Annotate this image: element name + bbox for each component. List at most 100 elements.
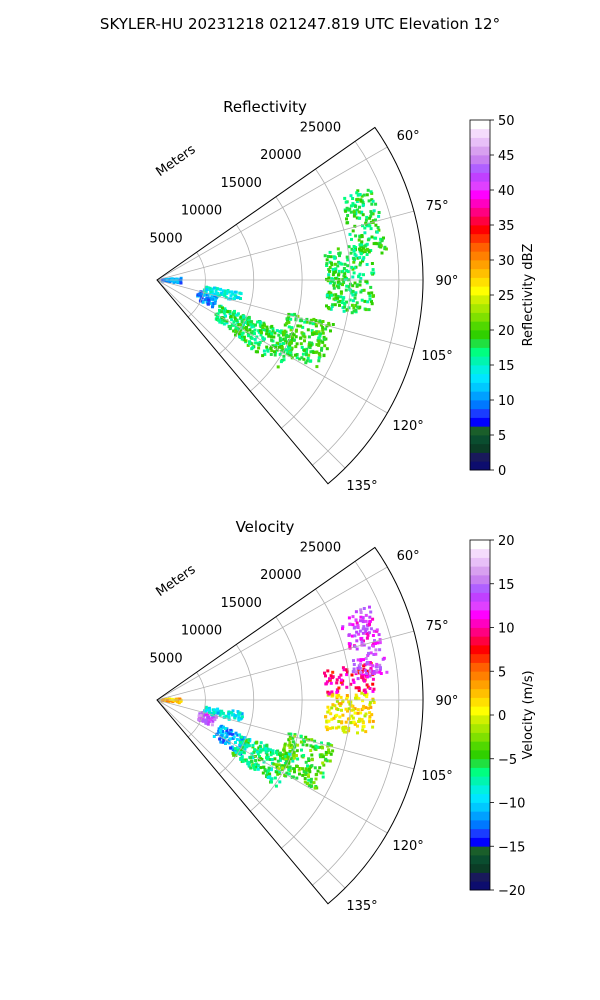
radar-gate (208, 708, 212, 712)
radar-gate (370, 191, 374, 195)
radar-gate (348, 645, 352, 648)
radar-gate (374, 648, 378, 652)
radar-gate (344, 200, 348, 204)
colorbar-segment (470, 680, 490, 690)
radar-gate (314, 319, 318, 322)
radar-gate (276, 342, 279, 346)
radar-gate (341, 713, 345, 717)
colorbar-segment (470, 347, 490, 357)
radar-gate (272, 762, 276, 766)
radar-gate (213, 718, 217, 722)
radar-gate (232, 753, 236, 757)
range-ring (250, 616, 303, 812)
radar-gate (315, 332, 318, 336)
radar-gate (225, 735, 229, 738)
colorbar-segment (470, 636, 490, 646)
radar-gate (292, 756, 296, 760)
radar-gate (221, 306, 224, 310)
radar-gate (349, 721, 353, 725)
radar-gate (345, 673, 349, 677)
radar-gate (370, 713, 374, 717)
radar-gate (342, 281, 346, 284)
radar-gate (339, 680, 343, 684)
colorbar-segment (470, 330, 490, 340)
radar-gate (354, 304, 358, 307)
radar-gate (244, 327, 248, 331)
radar-gate (252, 766, 256, 770)
radar-gate (258, 320, 262, 324)
radar-gate (282, 748, 286, 752)
radar-gate (363, 231, 367, 235)
radar-gate (360, 210, 364, 214)
radar-gate (368, 701, 372, 705)
radar-gate (334, 296, 338, 300)
radar-gate (325, 293, 329, 297)
radar-gate (241, 331, 245, 335)
colorbar-segment (470, 811, 490, 821)
radar-gate (226, 290, 230, 294)
radar-gate (319, 755, 322, 759)
radar-gate (345, 284, 349, 288)
radar-gate (253, 748, 257, 752)
radar-gate (253, 337, 257, 341)
azimuth-tick-label: 60° (397, 549, 420, 564)
radar-gate (271, 327, 275, 331)
radar-gate (248, 342, 251, 346)
radar-gate (332, 297, 336, 301)
radar-gate (274, 344, 278, 348)
radar-gate (320, 741, 323, 745)
radar-gate (350, 291, 354, 295)
radar-gate (339, 678, 343, 682)
colorbar-segment (470, 557, 490, 567)
radar-gate (316, 769, 320, 773)
radar-gate (172, 279, 176, 283)
radar-gate (278, 758, 282, 762)
radar-gate (345, 685, 349, 689)
radar-gate (334, 267, 338, 271)
colorbar-segment (470, 190, 490, 200)
radar-gate (283, 774, 287, 777)
radar-gate (285, 771, 289, 775)
radar-gate (239, 332, 243, 336)
colorbar-segment (470, 461, 490, 471)
radar-gate (325, 680, 329, 684)
radar-gate (283, 764, 287, 768)
radar-gate (282, 753, 285, 757)
radar-gate (295, 342, 299, 346)
radar-gate (313, 747, 317, 751)
colorbar-segment (470, 312, 490, 322)
radar-gate (353, 281, 357, 285)
radar-gate (242, 335, 246, 339)
radar-gate (303, 777, 307, 780)
radar-gate (234, 753, 238, 757)
radar-gate (341, 298, 345, 302)
radar-gate (282, 332, 286, 336)
azimuth-line (156, 279, 388, 414)
radar-gate (303, 339, 306, 343)
colorbar-segment (470, 286, 490, 296)
radar-gate (203, 710, 207, 714)
radar-gate (361, 259, 365, 263)
radar-gate (179, 281, 183, 285)
radar-gate (303, 739, 306, 743)
radar-gate (299, 740, 303, 744)
radar-gate (320, 346, 324, 350)
radar-gate (341, 728, 345, 732)
radar-gate (372, 653, 376, 656)
radar-gate (263, 744, 267, 748)
radar-gate (254, 763, 258, 766)
radar-gate (223, 736, 227, 740)
radar-gate (216, 707, 220, 711)
radar-gate (273, 331, 277, 335)
radar-gate (321, 320, 325, 323)
radar-gate (357, 686, 361, 690)
radar-gate (355, 647, 359, 651)
radar-gate (331, 323, 335, 326)
radar-gate (341, 283, 344, 287)
radar-gate (324, 682, 328, 686)
radar-gate (308, 321, 312, 325)
radar-gate (322, 335, 326, 339)
radar-gate (326, 279, 330, 283)
radar-gate (328, 759, 332, 763)
colorbar-segment (470, 846, 490, 856)
